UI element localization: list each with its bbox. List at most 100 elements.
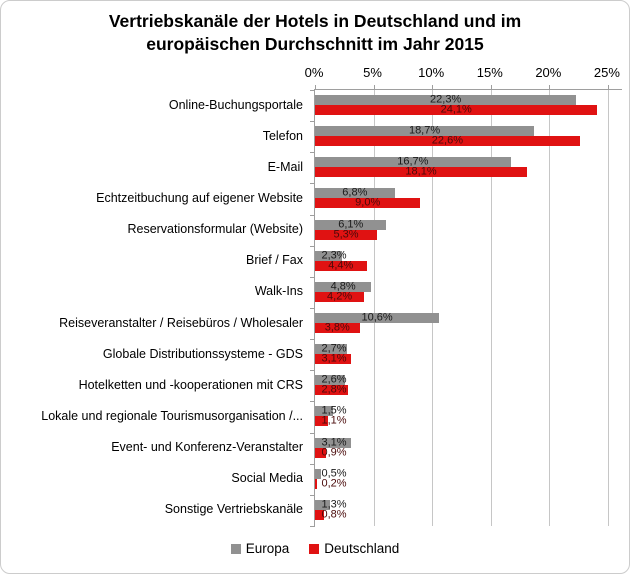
bar-deutschland: 0,8% xyxy=(315,509,347,520)
bar-data-label: 22,6% xyxy=(431,134,464,147)
bar-data-label: 3,1% xyxy=(321,436,347,449)
bar-data-label: 24,1% xyxy=(440,103,472,116)
bar-data-label: 2,7% xyxy=(321,342,347,355)
bar-europa: 1,3% xyxy=(315,499,347,510)
bar-data-label: 3,8% xyxy=(324,321,350,334)
bar-data-label: 16,7% xyxy=(397,155,429,168)
chart-row: 2,7% 3,1% xyxy=(315,339,622,370)
y-axis-tick xyxy=(310,183,315,185)
category-label: Social Media xyxy=(231,471,303,486)
category-label: Echtzeitbuchung auf eigener Website xyxy=(96,190,303,205)
category-label: Sonstige Vertriebskanäle xyxy=(164,502,303,517)
x-axis-tick xyxy=(490,85,492,90)
bar-deutschland: 4,2% xyxy=(315,290,365,303)
category-label: Lokale und regionale Tourismusorganisati… xyxy=(41,408,303,423)
category-label: Online-Buchungsportale xyxy=(168,97,303,112)
gridline xyxy=(373,90,375,526)
gridline xyxy=(432,90,434,526)
y-axis-tick xyxy=(310,463,315,465)
bar-europa: 6,8% xyxy=(315,186,395,199)
chart-row: 4,8% 4,2% xyxy=(315,277,622,308)
gridline xyxy=(490,90,492,526)
bar-data-label: 18,1% xyxy=(405,165,437,178)
category-axis-labels: Online-Buchungsportale Telefon E-Mail Echtz… xyxy=(1,89,309,525)
bar-data-label: 3,1% xyxy=(321,352,347,365)
y-axis-tick xyxy=(310,494,315,496)
bar-europa: 1,5% xyxy=(315,405,347,417)
bar-data-label: 1,5% xyxy=(321,404,347,417)
bar-deutschland: 1,1% xyxy=(315,415,347,427)
y-axis-tick xyxy=(310,526,315,527)
bar-deutschland: 2,8% xyxy=(315,384,348,396)
y-axis-tick xyxy=(310,432,315,434)
bar-data-label: 6,8% xyxy=(342,186,368,199)
chart-row: 10,6% 3,8% xyxy=(315,308,622,339)
bar-deutschland: 4,4% xyxy=(315,260,367,271)
bar-deutschland: 24,1% xyxy=(315,103,598,116)
bar-data-label: 5,3% xyxy=(333,228,359,241)
bar-data-label: 4,2% xyxy=(327,290,353,303)
bar-data-label: 22,3% xyxy=(430,93,462,106)
bar-europa: 4,8% xyxy=(315,280,372,293)
chart-title-line2: europäischen Durchschnitt im Jahr 2015 xyxy=(146,34,484,54)
bar-europa: 10,6% xyxy=(315,312,440,323)
x-axis-tick xyxy=(432,85,434,90)
chart-row: 3,1% 0,9% xyxy=(315,433,622,464)
category-label: Reiseveranstalter / Reisebüros / Wholesa… xyxy=(59,315,303,330)
chart-row: 18,7% 22,6% xyxy=(315,121,622,152)
category-label: E-Mail xyxy=(267,159,303,174)
category-label: Event- und Konferenz-Veranstalter xyxy=(111,440,303,455)
chart-title-line1: Vertriebskanäle der Hotels in Deutschlan… xyxy=(108,11,522,31)
y-axis-tick xyxy=(310,214,315,216)
y-axis-tick xyxy=(310,339,315,341)
bar-data-label: 1,1% xyxy=(321,414,347,427)
y-axis-tick xyxy=(310,90,315,91)
gridline xyxy=(549,90,551,526)
chart-row: 1,5% 1,1% xyxy=(315,401,622,432)
y-axis-tick xyxy=(310,245,315,247)
bar-data-label: 6,1% xyxy=(338,218,364,231)
chart-row: 0,5% 0,2% xyxy=(315,464,622,495)
x-tick-label: 5% xyxy=(363,65,382,80)
chart-row: 2,3% 4,4% xyxy=(315,246,622,277)
gridline xyxy=(607,90,609,526)
bar-data-label: 9,0% xyxy=(355,196,381,209)
x-axis-tick xyxy=(315,85,316,90)
y-axis-tick xyxy=(310,401,315,403)
bar-europa: 6,1% xyxy=(315,218,387,231)
bar-data-label: 2,6% xyxy=(321,373,347,386)
chart-row: 6,1% 5,3% xyxy=(315,215,622,246)
chart-row: 1,3% 0,8% xyxy=(315,495,622,526)
bar-europa: 2,6% xyxy=(315,373,347,386)
legend-label-deutschland: Deutschland xyxy=(324,541,400,556)
bar-deutschland: 9,0% xyxy=(315,196,421,209)
bar-data-label: 0,8% xyxy=(321,508,347,521)
x-tick-label: 10% xyxy=(418,65,445,80)
x-axis-tick xyxy=(607,85,609,90)
legend-label-europa: Europa xyxy=(245,541,290,556)
x-tick-label: 20% xyxy=(535,65,562,80)
bar-deutschland: 3,1% xyxy=(315,352,352,365)
y-axis-tick xyxy=(310,276,315,278)
y-axis-tick xyxy=(310,121,315,123)
y-axis-tick xyxy=(310,308,315,309)
bar-data-label: 4,8% xyxy=(330,280,356,293)
bar-data-label: 0,2% xyxy=(321,477,347,490)
category-label: Telefon xyxy=(262,128,303,143)
bar-data-label: 2,3% xyxy=(321,249,347,262)
y-axis-tick xyxy=(310,152,315,154)
category-label: Reservationsformular (Website) xyxy=(127,222,303,237)
chart-title: Vertriebskanäle der Hotels in Deutschlan… xyxy=(1,10,629,56)
legend-swatch-deutschland xyxy=(309,543,320,554)
bar-europa: 18,7% xyxy=(315,124,535,137)
x-tick-label: 15% xyxy=(476,65,503,80)
legend-swatch-europa xyxy=(230,543,241,554)
bar-data-label: 18,7% xyxy=(408,124,441,137)
bar-europa: 22,3% xyxy=(315,93,577,106)
category-label: Walk-Ins xyxy=(254,284,303,299)
bar-europa: 0,5% xyxy=(315,468,347,479)
bar-deutschland: 5,3% xyxy=(315,228,378,241)
bar-deutschland: 0,2% xyxy=(315,478,347,489)
bar-europa: 2,3% xyxy=(315,250,347,261)
